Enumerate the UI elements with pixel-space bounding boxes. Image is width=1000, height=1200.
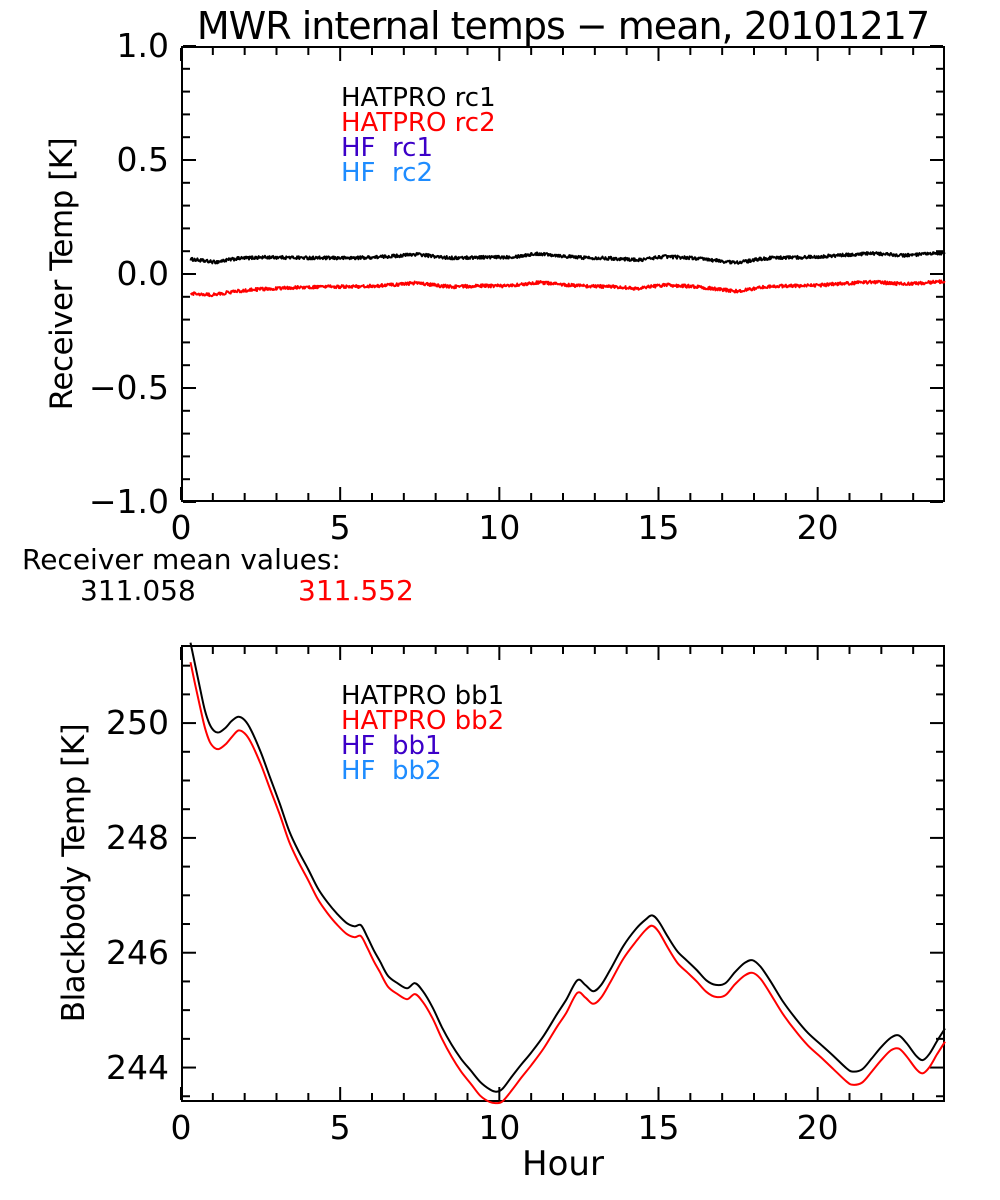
plot-frame [181, 645, 945, 1102]
series-line-hatpro-rc1 [189, 250, 946, 265]
x-tick-label: 0 [170, 1108, 192, 1147]
legend-item-hatpro-bb1: HATPRO bb1 [341, 681, 505, 711]
x-axis-label-bottom: Hour [522, 1144, 604, 1184]
series-line-hatpro-rc2 [189, 279, 946, 298]
legend-bottom: HATPRO bb1 HATPRO bb2 HF bb1 HF bb2 [341, 681, 505, 786]
y-tick-label: −0.5 [88, 368, 169, 407]
x-tick-label: 15 [637, 1108, 680, 1147]
x-tick-label: 0 [170, 508, 192, 547]
mean-value-rc2: 311.552 [298, 574, 414, 607]
plot-frame [181, 46, 945, 502]
plot-area-bottom [180, 642, 946, 1105]
x-tick-label: 10 [478, 1108, 521, 1147]
x-tick-label: 20 [796, 1108, 839, 1147]
legend-item-hf-rc2: HF rc2 [341, 158, 433, 188]
y-tick-label: 0.0 [116, 254, 169, 293]
x-tick-label: 5 [329, 1108, 351, 1147]
x-tick-label: 20 [796, 508, 839, 547]
legend-item-hatpro-rc2: HATPRO rc2 [341, 108, 496, 138]
x-tick-label: 5 [329, 508, 351, 547]
x-tick-label: 15 [637, 508, 680, 547]
series-line-hatpro-bb2 [189, 661, 946, 1105]
legend-item-hf-bb1: HF bb1 [341, 731, 442, 761]
legend-item-hf-bb2: HF bb2 [341, 756, 442, 786]
legend-item-hatpro-bb2: HATPRO bb2 [341, 706, 505, 736]
x-tick-label: 10 [478, 508, 521, 547]
legend-top: HATPRO rc1 HATPRO rc2 HF rc1 HF rc2 [341, 83, 496, 188]
legend-item-hatpro-rc1: HATPRO rc1 [341, 83, 496, 113]
y-tick-label: 246 [106, 932, 169, 972]
y-tick-label: 244 [106, 1047, 169, 1087]
y-tick-label: 250 [106, 703, 169, 743]
chart-title: MWR internal temps − mean, 20101217 [196, 4, 930, 48]
y-tick-label: 0.5 [116, 140, 169, 179]
series-line-hatpro-bb1 [189, 642, 946, 1093]
plot-area-top [180, 45, 946, 503]
mean-value-rc1: 311.058 [80, 574, 196, 607]
y-tick-label: 248 [106, 817, 169, 857]
legend-item-hf-rc1: HF rc1 [341, 133, 433, 163]
y-tick-label: 1.0 [116, 26, 169, 65]
mean-values-label: Receiver mean values: [22, 543, 341, 576]
y-tick-label: −1.0 [88, 482, 169, 521]
